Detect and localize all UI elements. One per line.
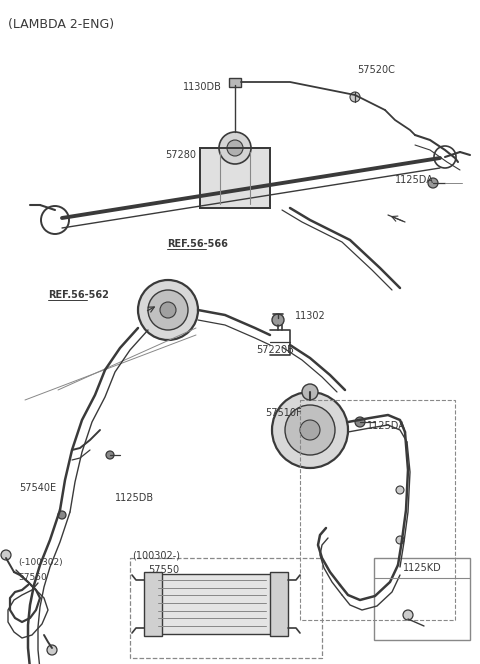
Text: 57510F: 57510F — [265, 408, 301, 418]
Text: 1125KD: 1125KD — [403, 563, 442, 573]
Circle shape — [106, 451, 114, 459]
Text: 57280: 57280 — [165, 150, 196, 160]
Text: 57550: 57550 — [18, 572, 47, 582]
Circle shape — [302, 384, 318, 400]
Text: REF.56-562: REF.56-562 — [48, 290, 109, 300]
Circle shape — [403, 610, 413, 620]
Circle shape — [428, 178, 438, 188]
Circle shape — [148, 290, 188, 330]
Text: REF.56-566: REF.56-566 — [167, 239, 228, 249]
Bar — [270, 572, 288, 636]
Circle shape — [47, 645, 57, 655]
Circle shape — [272, 314, 284, 326]
Text: 1130DB: 1130DB — [183, 82, 222, 92]
Text: 57520C: 57520C — [357, 65, 395, 75]
Bar — [200, 148, 270, 208]
Text: (100302-): (100302-) — [132, 551, 180, 561]
Text: 1125DA: 1125DA — [395, 175, 434, 185]
Circle shape — [285, 405, 335, 455]
Text: 57220B: 57220B — [256, 345, 294, 355]
Circle shape — [396, 486, 404, 494]
Circle shape — [396, 536, 404, 544]
Bar — [130, 558, 322, 658]
Circle shape — [300, 420, 320, 440]
Circle shape — [272, 392, 348, 468]
Bar — [300, 400, 455, 620]
Bar — [229, 78, 241, 87]
Circle shape — [227, 140, 243, 156]
Circle shape — [219, 132, 251, 164]
Circle shape — [160, 302, 176, 318]
Circle shape — [355, 417, 365, 427]
Circle shape — [138, 280, 198, 340]
Bar — [374, 558, 470, 640]
Text: 1125DA: 1125DA — [367, 421, 406, 431]
Text: 57540E: 57540E — [19, 483, 56, 493]
Bar — [152, 574, 272, 634]
Circle shape — [1, 550, 11, 560]
Circle shape — [58, 511, 66, 519]
Bar — [144, 572, 162, 636]
Circle shape — [350, 92, 360, 102]
Text: 11302: 11302 — [295, 311, 326, 321]
Text: 57550: 57550 — [148, 565, 179, 575]
Text: (-100302): (-100302) — [18, 558, 62, 568]
Text: (LAMBDA 2-ENG): (LAMBDA 2-ENG) — [8, 18, 114, 31]
Text: 1125DB: 1125DB — [115, 493, 154, 503]
